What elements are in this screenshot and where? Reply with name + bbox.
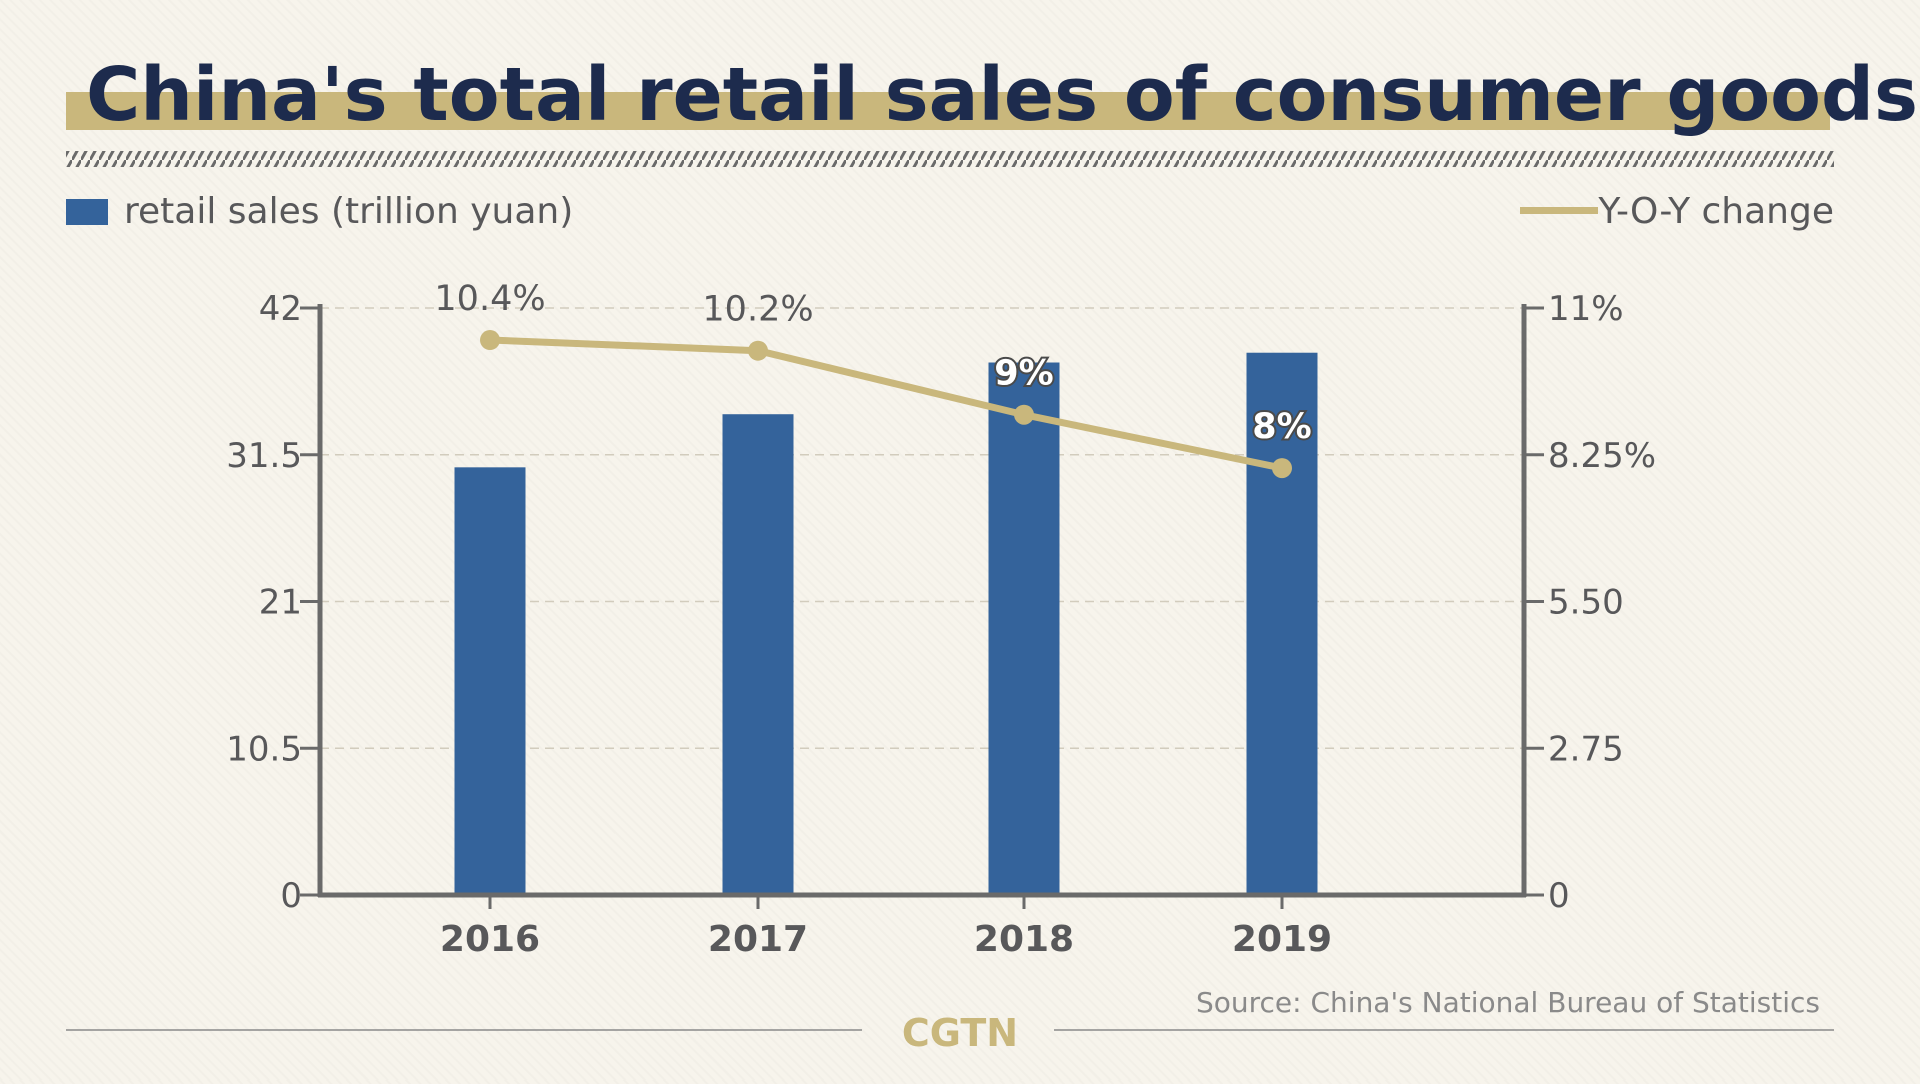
bar-retail-sales-2017 [722, 414, 794, 895]
right-tick-label: 2.75 [1548, 729, 1624, 769]
legend-swatch-line [1520, 207, 1598, 214]
title-divider [66, 151, 1834, 167]
right-tick-label: 0 [1548, 876, 1570, 916]
data-label-yoy-2018: 9% [994, 354, 1053, 394]
bar-retail-sales-2016 [454, 467, 526, 895]
data-label-yoy-2017: 10.2% [702, 290, 813, 330]
source-note: Source: China's National Bureau of Stati… [1196, 986, 1820, 1019]
left-tick-label: 21 [259, 583, 302, 623]
chart-title: China's total retail sales of consumer g… [86, 52, 1918, 138]
x-tick-label-2017: 2017 [708, 919, 808, 960]
point-yoy-2016 [480, 330, 500, 351]
legend-label-bar: retail sales (trillion yuan) [124, 191, 573, 232]
point-yoy-2019 [1272, 458, 1292, 479]
series-line-yoy-change [486, 336, 1286, 472]
data-label-yoy-2019: 8% [1252, 407, 1311, 447]
title-band [66, 92, 1830, 130]
legend-label-line: Y-O-Y change [1597, 191, 1834, 232]
legend-swatch-bar [66, 199, 108, 225]
right-tick-label: 5.50 [1548, 583, 1624, 623]
left-tick-label: 42 [259, 289, 302, 329]
x-tick-label-2019: 2019 [1232, 919, 1332, 960]
point-yoy-2017 [748, 340, 768, 361]
bar-retail-sales-2018 [988, 362, 1060, 895]
x-tick-label-2016: 2016 [440, 919, 540, 960]
right-tick-label: 8.25% [1548, 436, 1656, 476]
x-tick-label-2018: 2018 [974, 919, 1074, 960]
point-yoy-2018 [1014, 404, 1034, 425]
right-tick-label: 11% [1548, 289, 1624, 329]
left-tick-label: 10.5 [226, 729, 302, 769]
left-tick-label: 0 [280, 876, 302, 916]
left-tick-label: 31.5 [226, 436, 302, 476]
cgtn-logo: CGTN [902, 1011, 1018, 1055]
bar-retail-sales-2019 [1246, 352, 1318, 895]
data-label-yoy-2016: 10.4% [434, 279, 545, 319]
